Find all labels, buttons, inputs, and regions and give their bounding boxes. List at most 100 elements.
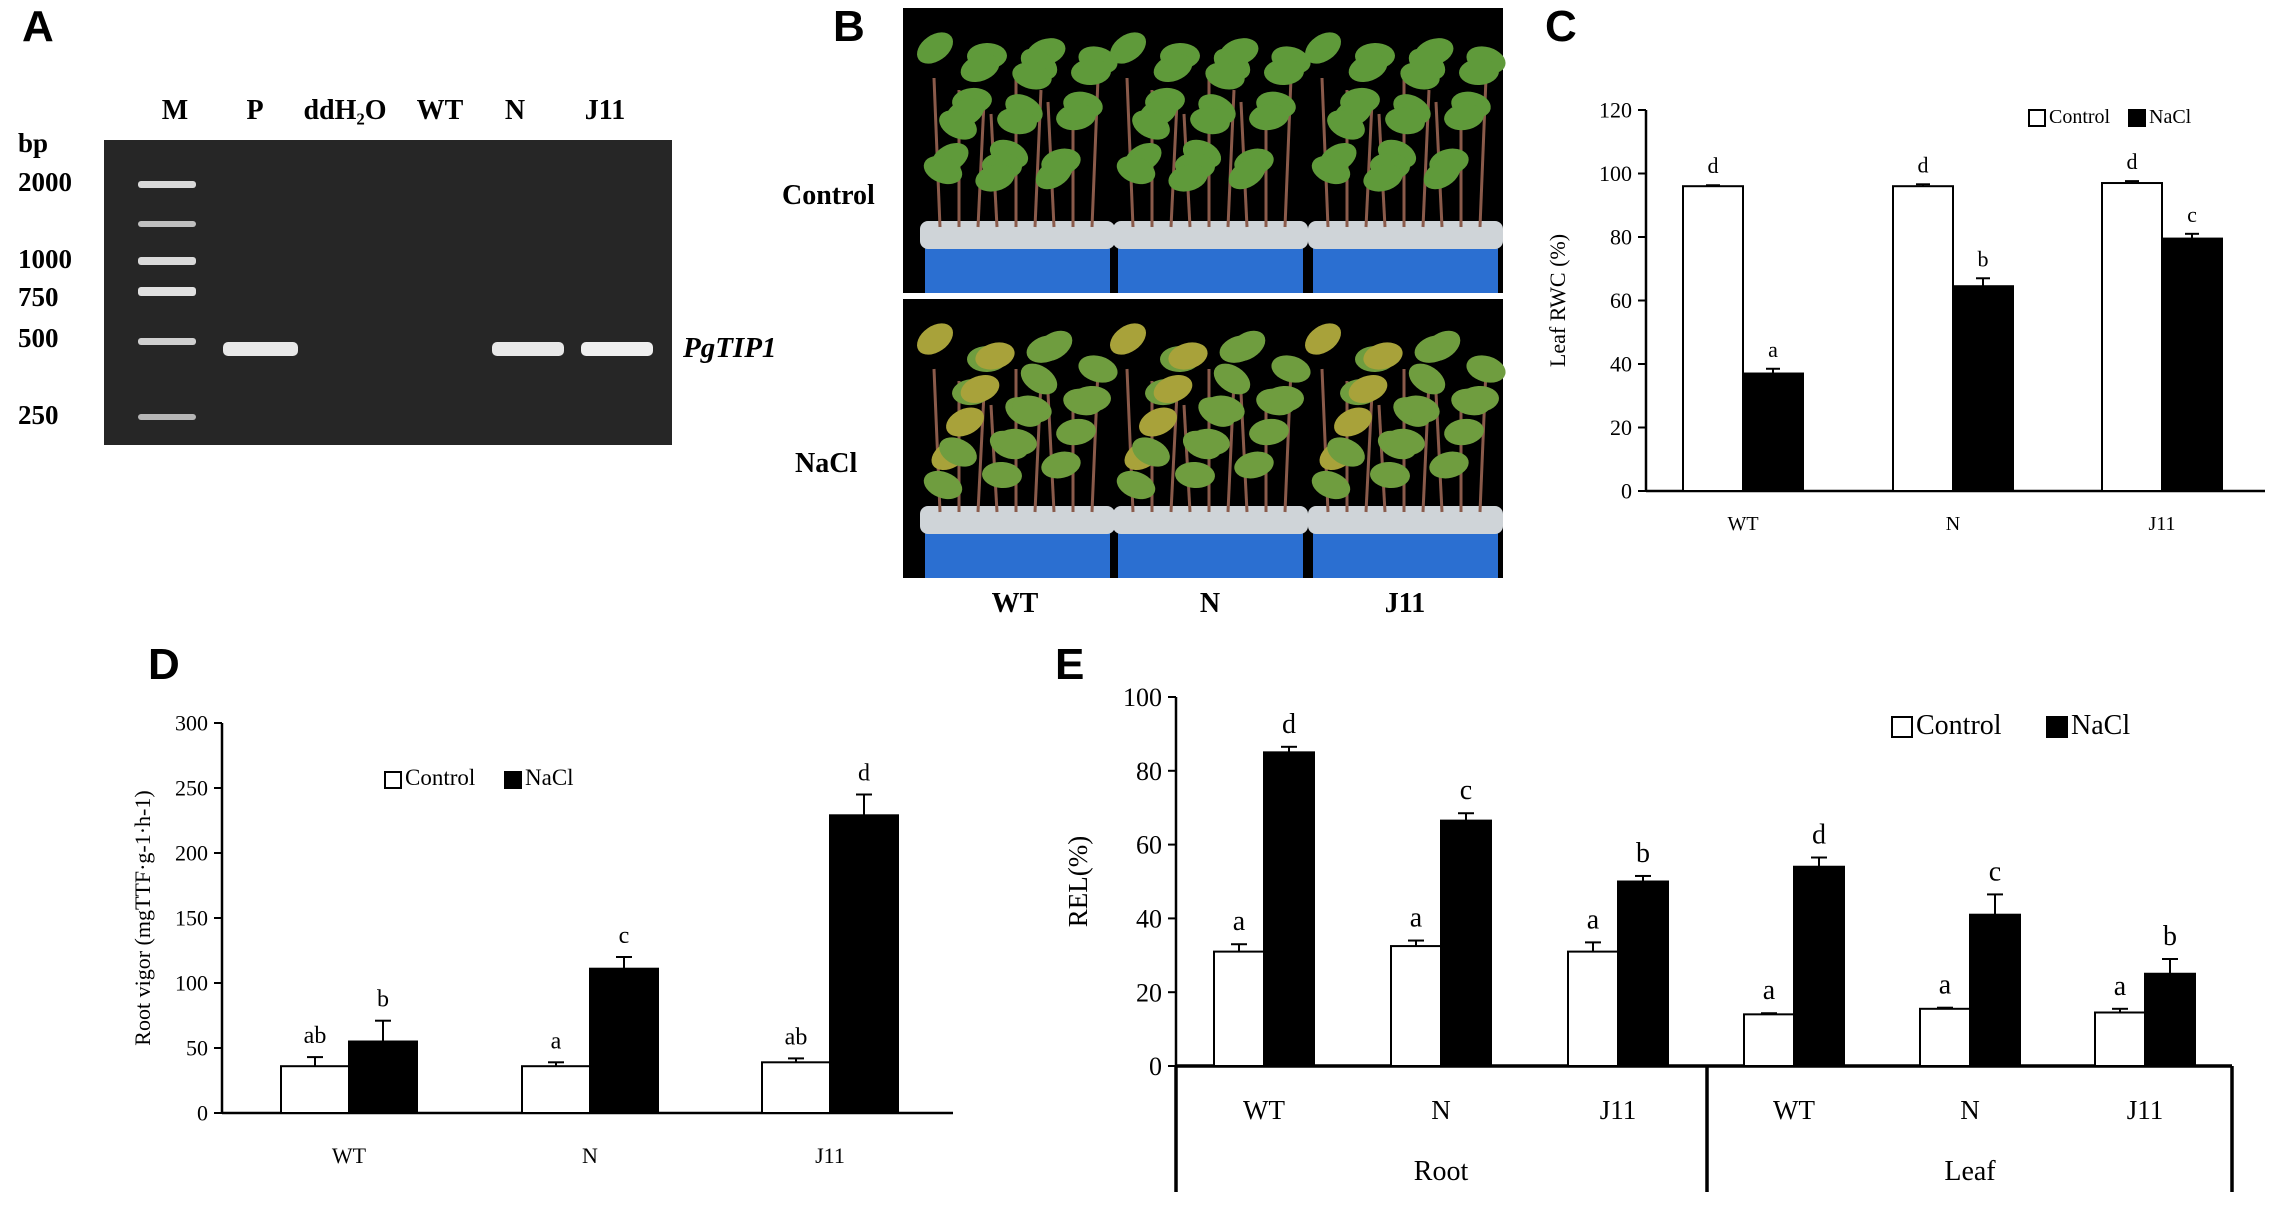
significance-label: b [1636,838,1650,869]
leaf [1466,355,1506,383]
leaf [1182,139,1222,169]
y-axis-title: REL(%) [1063,836,1093,927]
bar-nacl-wt [1793,865,1845,1067]
significance-label: a [551,1028,562,1054]
plant-stem [1169,101,1179,228]
gel-image [104,140,672,445]
foam-board [920,221,1115,249]
leaf [1153,374,1193,404]
significance-label: a [1233,906,1246,937]
y-tick-label: 0 [197,1101,208,1126]
leaf [1078,46,1118,74]
foam-board [920,506,1115,534]
panel-letter-b: B [833,2,865,51]
leaf [946,98,984,128]
leaf [1160,345,1200,373]
bar-control-n [1892,185,1954,492]
panel-letter-a: A [22,2,54,51]
plant-stem [1434,392,1444,513]
leaf [1355,345,1395,373]
leaf [982,152,1022,180]
significance-label: b [2163,921,2177,952]
marker-size-1000: 1000 [18,244,72,274]
plant-stem [976,101,986,228]
plant-stem [932,368,942,513]
leaf [1304,32,1342,64]
plant-stem [1226,89,1236,228]
leaf [1429,451,1469,479]
significance-label: ab [304,1023,327,1049]
ladder-band [138,287,196,296]
leaf [1423,330,1461,362]
bar-control-j11 [1567,950,1619,1067]
leaf [1132,110,1170,140]
plant-stem [1046,101,1056,228]
leaf [1020,48,1058,80]
leaf [1012,395,1052,423]
plant-stem [1125,368,1135,513]
photo-control [903,8,1503,293]
leaf [1429,148,1469,176]
leaf [1071,385,1111,413]
leaf [1377,139,1417,169]
leaf [923,155,963,185]
foam-board [1113,221,1308,249]
leaf [1035,330,1073,362]
leaf [1026,38,1066,66]
leaf [1116,470,1156,500]
leaf [1340,87,1380,115]
significance-label: a [1587,904,1600,935]
plant-stem [1182,113,1192,228]
bar-nacl-wt [1263,751,1315,1067]
y-tick-label: 100 [1599,161,1632,186]
plant-stem [1226,380,1236,513]
leaf [960,374,1000,404]
significance-label: d [2127,149,2138,174]
leaf [1005,397,1043,427]
y-tick-label: 250 [175,776,208,801]
leaf [960,53,1000,83]
leaf [1139,407,1177,437]
leaf [916,323,954,355]
legend-label-control: Control [2049,106,2111,128]
photo-row-label-control: Control [782,180,875,211]
x-tick-label: WT [332,1143,367,1168]
leaf [1249,418,1289,446]
foam-board [1308,506,1503,534]
leaf [1459,385,1499,413]
leaf [1056,103,1096,131]
significance-label: a [1939,970,1952,1001]
leaf [1168,164,1208,192]
leaf [1213,363,1251,395]
bar-nacl-j11 [2144,972,2196,1067]
bar-control-j11 [761,1061,831,1115]
leaf [967,345,1007,373]
leaf [989,139,1029,169]
lane-label-ddh2o: ddH₂O [303,95,386,126]
y-tick-label: 60 [1136,831,1162,860]
y-tick-label: 80 [1136,757,1162,786]
leaf [1451,91,1491,119]
plant-stem [1239,101,1249,228]
y-tick-label: 20 [1136,978,1162,1007]
leaf [1205,395,1245,423]
leaf [1423,158,1461,190]
plant-stem [1125,77,1135,228]
leaf [1377,430,1417,460]
x-tick-label: N [582,1143,598,1168]
leaf [1228,158,1266,190]
pot-tray [1118,526,1303,578]
y-tick-label: 0 [1621,479,1632,504]
bar-control-wt [280,1065,350,1114]
leaf [1109,32,1147,64]
leaf [1041,451,1081,479]
leaf [1182,430,1222,460]
significance-label: b [377,987,389,1013]
y-tick-label: 120 [1599,98,1632,123]
plant-stem [1033,380,1043,513]
leaf [1012,62,1052,90]
leaf [1056,418,1096,446]
ladder-band [138,257,196,265]
gel-band-n [492,342,564,356]
